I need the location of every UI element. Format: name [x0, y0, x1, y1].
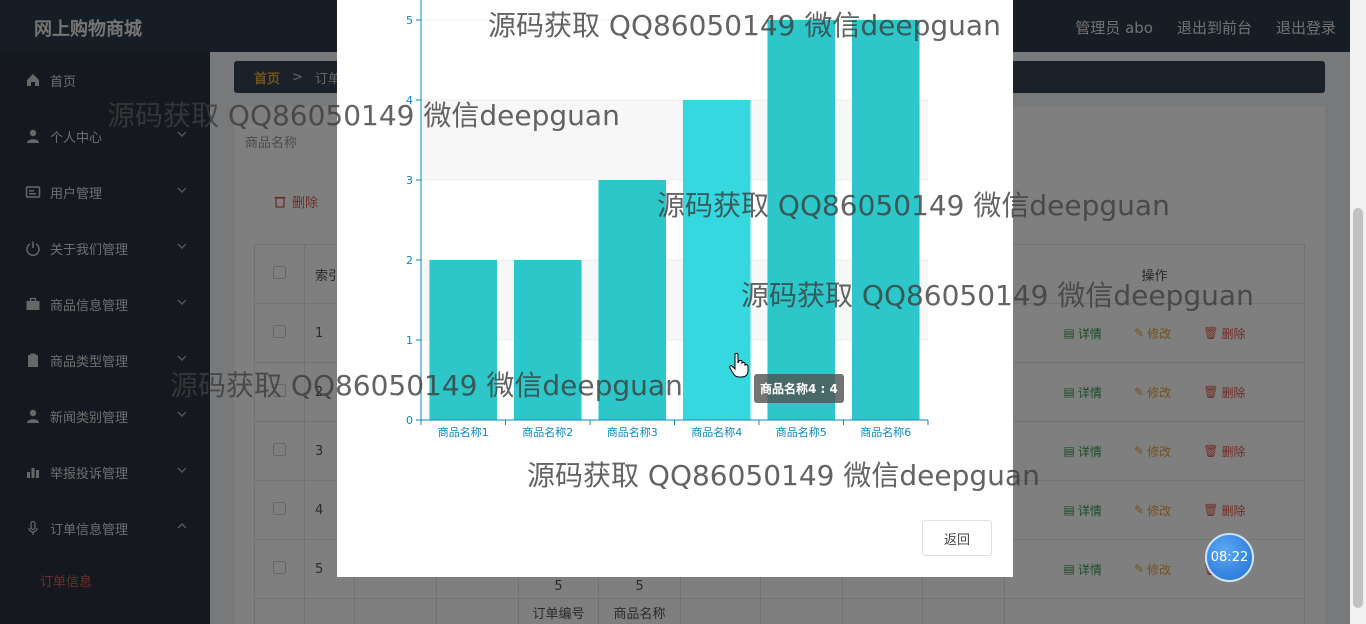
clock-widget[interactable]: 08:22	[1205, 533, 1254, 582]
hand-cursor-icon	[729, 352, 749, 378]
bar	[851, 20, 920, 420]
y-tick-label: 2	[406, 254, 413, 267]
y-tick-label: 3	[406, 174, 413, 187]
bar	[429, 260, 498, 420]
x-tick-label: 商品名称6	[860, 425, 911, 439]
y-tick-label: 0	[406, 414, 413, 427]
chart-modal: 0 1 2 3 4 5 商品名称1 商品名称2 商品名称3 商品名称4 商品名称5 商品名称6 返回	[337, 0, 1013, 577]
x-tick-label: 商品名称1	[438, 425, 489, 439]
x-tick-label: 商品名称4	[691, 425, 742, 439]
y-tick-label: 5	[406, 14, 413, 27]
bar-chart: 0 1 2 3 4 5 商品名称1 商品名称2 商品名称3 商品名称4 商品名称5 商品名称6	[406, 0, 929, 439]
bar	[598, 180, 667, 420]
back-button[interactable]: 返回	[922, 520, 992, 556]
y-tick-label: 1	[406, 334, 413, 347]
y-tick-label: 4	[406, 94, 413, 107]
scrollbar-thumb[interactable]	[1353, 208, 1363, 608]
page-scrollbar[interactable]	[1350, 0, 1366, 624]
grid-band	[421, 260, 928, 340]
bar	[513, 260, 582, 420]
bar	[767, 20, 836, 420]
x-tick-label: 商品名称5	[776, 425, 827, 439]
x-tick-label: 商品名称3	[607, 425, 658, 439]
chart-tooltip: 商品名称4 : 4	[754, 374, 844, 403]
x-tick-label: 商品名称2	[522, 425, 573, 439]
grid-band	[421, 100, 928, 180]
